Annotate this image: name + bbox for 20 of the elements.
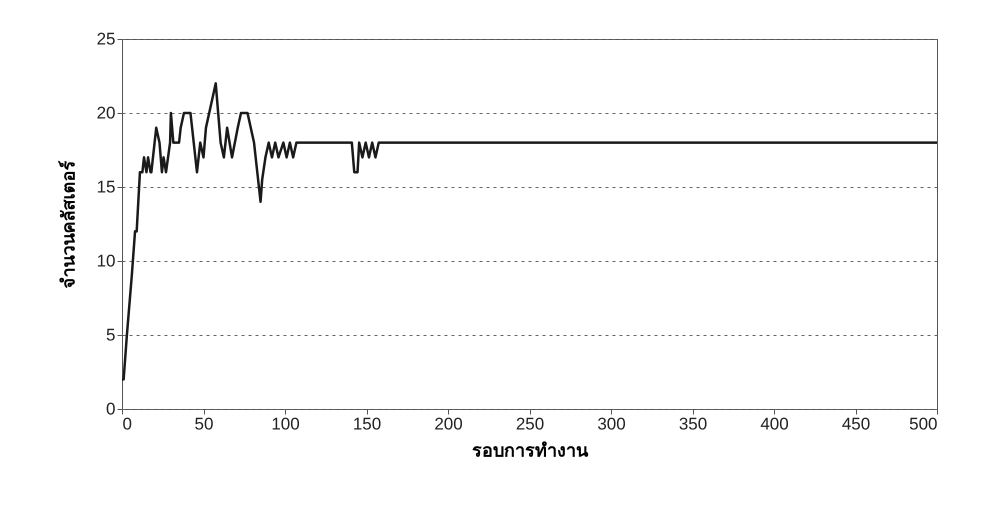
y-tick-label: 10 <box>96 252 116 270</box>
x-tick-label: 400 <box>760 414 789 434</box>
x-tick-label: 50 <box>194 414 214 434</box>
x-tick-label: 500 <box>909 414 938 434</box>
y-tick-label: 20 <box>96 104 116 122</box>
x-tick-label: 300 <box>597 414 626 434</box>
x-tick-label: 450 <box>842 414 870 434</box>
x-tick-label: 250 <box>516 414 544 434</box>
x-axis-title: รอบการทำงาน <box>472 440 589 460</box>
x-tick-label: 350 <box>678 414 708 434</box>
y-tick-label: 15 <box>96 178 116 196</box>
x-tick-label: 100 <box>271 414 300 434</box>
y-tick-label: 5 <box>106 326 116 344</box>
y-tick-label: 25 <box>96 30 116 48</box>
x-tick-label: 150 <box>352 414 382 434</box>
x-tick-label: 200 <box>434 414 463 434</box>
x-tick-label: 0 <box>122 414 132 434</box>
y-axis-title: จำนวนคลัสเตอร์ <box>58 160 79 288</box>
y-tick-label: 0 <box>106 400 116 418</box>
line-series <box>120 82 938 381</box>
